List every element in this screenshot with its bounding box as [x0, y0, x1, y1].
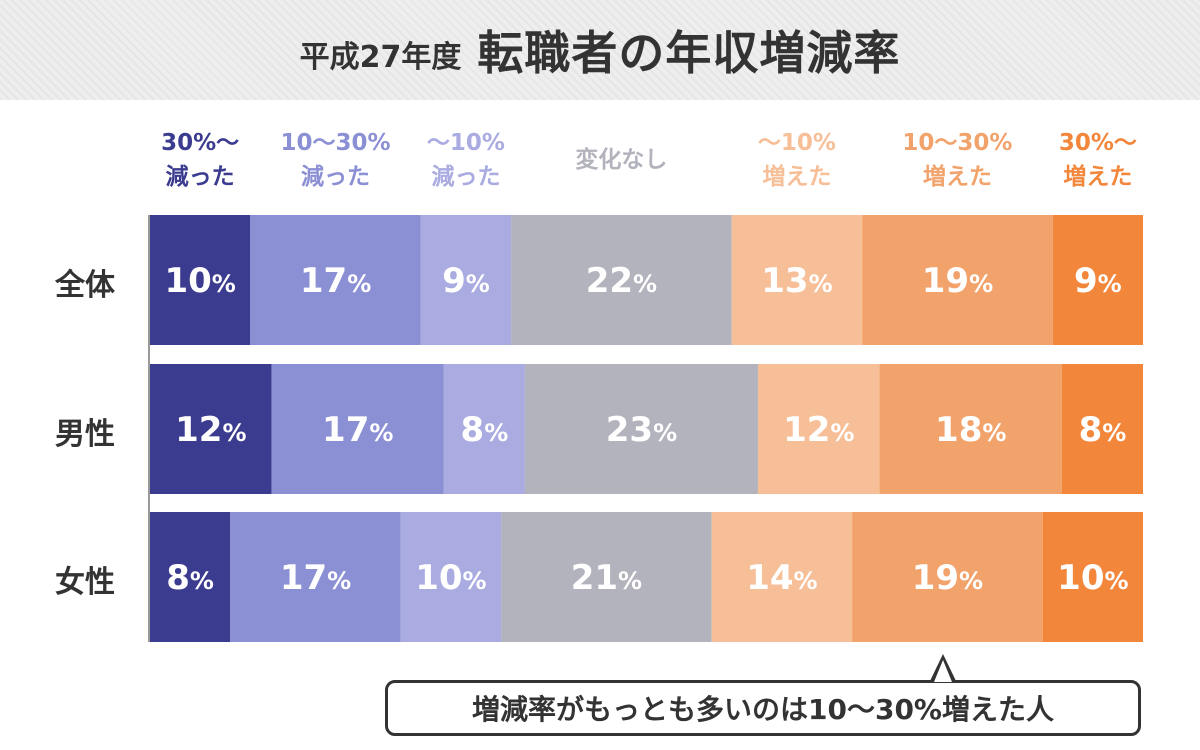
bar-segment	[271, 364, 444, 494]
callout-box: 増減率がもっとも多いのは10〜30%増えた人	[385, 680, 1141, 736]
data-label: 8%	[166, 558, 214, 598]
data-label: 19%	[922, 261, 993, 301]
bar-segment	[879, 364, 1062, 494]
row-label-3: 女性	[55, 565, 115, 600]
data-label: 22%	[586, 261, 657, 301]
data-label: 9%	[442, 261, 490, 301]
row-label-2: 男性	[55, 417, 115, 452]
legend-item-4: 変化なし	[575, 147, 668, 173]
bar-segment	[1061, 364, 1143, 494]
bar-segment	[150, 512, 231, 642]
data-label: 14%	[746, 558, 817, 598]
data-label: 17%	[322, 410, 393, 450]
legend-item-3: 〜10% 減った	[426, 130, 505, 190]
bar-segment	[711, 512, 853, 642]
bar-segment	[150, 364, 272, 494]
data-label: 17%	[300, 261, 371, 301]
bar-segment	[501, 512, 712, 642]
title-year: 平成27年度	[299, 40, 462, 75]
bar-segment	[852, 512, 1043, 642]
callout-text: 増減率がもっとも多いのは10〜30%増えた人	[472, 693, 1054, 726]
bar-segment	[511, 215, 732, 345]
bar-segment	[731, 215, 863, 345]
data-label: 8%	[461, 410, 509, 450]
data-label: 18%	[935, 410, 1006, 450]
bar-segment	[1052, 215, 1143, 345]
data-label: 23%	[606, 410, 677, 450]
data-label: 8%	[1079, 410, 1127, 450]
data-label: 19%	[912, 558, 983, 598]
data-label: 9%	[1074, 261, 1122, 301]
chart-title: 転職者の年収増減率	[477, 26, 901, 80]
data-label: 12%	[783, 410, 854, 450]
row-label-1: 全体	[55, 268, 115, 303]
data-label: 10%	[1057, 558, 1128, 598]
bar-segment	[230, 512, 401, 642]
legend-item-2: 10〜30% 減った	[280, 130, 391, 190]
bar-segment	[862, 215, 1053, 345]
bar-segment	[757, 364, 880, 494]
legend-item-6: 10〜30% 増えた	[902, 130, 1013, 190]
data-label: 10%	[415, 558, 486, 598]
bar-segment	[443, 364, 525, 494]
data-label: 13%	[761, 261, 832, 301]
bar-segment	[524, 364, 758, 494]
legend-item-5: 〜10% 増えた	[757, 130, 836, 190]
data-label: 17%	[280, 558, 351, 598]
data-label: 21%	[571, 558, 642, 598]
bar-segment	[250, 215, 421, 345]
bar-segment	[420, 215, 512, 345]
legend-item-7: 30%〜 増えた	[1058, 130, 1137, 190]
data-label: 12%	[175, 410, 246, 450]
data-label: 10%	[164, 261, 235, 301]
bar-segment	[1042, 512, 1143, 642]
legend-item-1: 30%〜 減った	[161, 130, 240, 190]
bar-segment	[400, 512, 502, 642]
callout-pointer-fill	[934, 660, 952, 682]
title-banner: 平成27年度 転職者の年収増減率	[0, 0, 1200, 100]
bar-segment	[150, 215, 251, 345]
